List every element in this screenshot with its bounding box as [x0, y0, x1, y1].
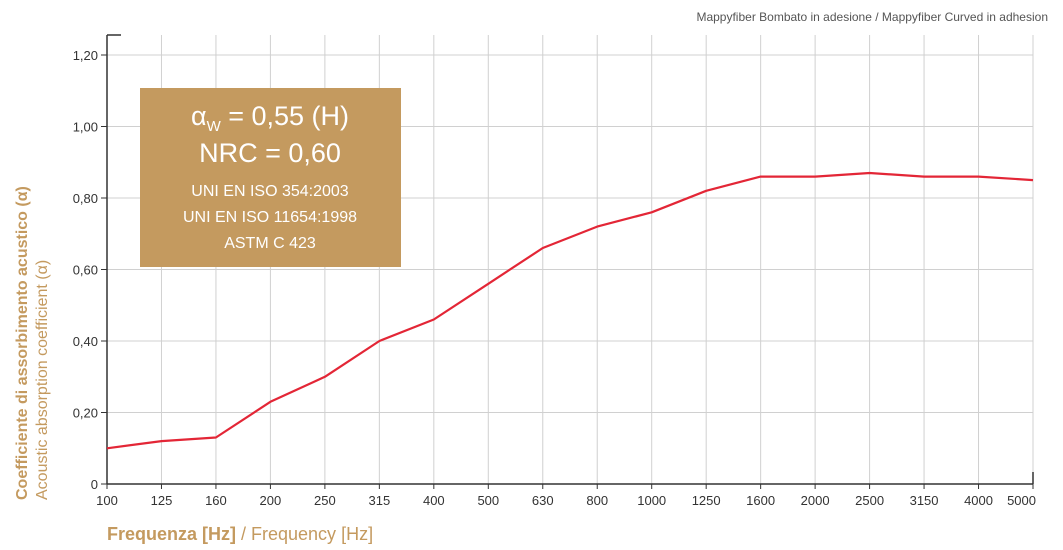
- x-tick-label: 500: [477, 493, 499, 508]
- annotation-box-background: [140, 88, 401, 267]
- x-tick-label: 1250: [692, 493, 721, 508]
- x-tick-label: 100: [96, 493, 118, 508]
- y-axis-label-primary: Coefficiente di assorbimento acustico (α…: [14, 186, 31, 500]
- x-tick-label: 5000: [1007, 493, 1036, 508]
- x-tick-label: 125: [151, 493, 173, 508]
- x-tick-label: 1000: [637, 493, 666, 508]
- x-tick-label: 200: [260, 493, 282, 508]
- standard-line-1: UNI EN ISO 354:2003: [191, 183, 349, 200]
- y-tick-label: 1,20: [73, 48, 98, 63]
- x-tick-label: 315: [369, 493, 391, 508]
- y-tick-label: 0,40: [73, 334, 98, 349]
- absorption-line: [106, 171, 1034, 450]
- x-tick-label: 160: [205, 493, 227, 508]
- alpha-value: = 0,55 (H): [221, 101, 349, 131]
- y-tick-label: 0,20: [73, 406, 98, 421]
- x-tick-label: 3150: [910, 493, 939, 508]
- standard-line-3: ASTM C 423: [224, 235, 316, 252]
- x-tick-label: 1600: [746, 493, 775, 508]
- x-axis-label: Frequenza [Hz] / Frequency [Hz]: [107, 524, 373, 544]
- y-tick-label: 0,60: [73, 263, 98, 278]
- x-tick-label: 2000: [801, 493, 830, 508]
- x-tick-label: 800: [586, 493, 608, 508]
- x-tick-label: 250: [314, 493, 336, 508]
- x-axis-label-secondary: / Frequency [Hz]: [236, 524, 373, 544]
- y-tick-labels: 0 0,20 0,40 0,60 0,80 1,00 1,20: [73, 48, 98, 492]
- alpha-symbol: α: [191, 101, 207, 131]
- x-tick-label: 630: [532, 493, 554, 508]
- annotation-box: αW = 0,55 (H) NRC = 0,60 UNI EN ISO 354:…: [140, 88, 401, 267]
- x-tick-label: 400: [423, 493, 445, 508]
- x-axis-label-primary: Frequenza [Hz]: [107, 524, 236, 544]
- y-tick-label: 1,00: [73, 120, 98, 135]
- y-tick-label: 0,80: [73, 191, 98, 206]
- x-tick-labels: 100 125 160 200 250 315 400 500 630 800 1000 1250 16…: [96, 493, 1036, 508]
- series-group: [106, 171, 1034, 450]
- y-axis-label-secondary: Acoustic absorption coefficient (α): [34, 260, 51, 500]
- x-tick-label: 4000: [964, 493, 993, 508]
- alpha-subscript: W: [207, 118, 222, 135]
- alpha-w-line: αW = 0,55 (H): [191, 101, 349, 135]
- standard-line-2: UNI EN ISO 11654:1998: [183, 209, 357, 226]
- nrc-line: NRC = 0,60: [199, 138, 341, 168]
- x-tick-label: 2500: [855, 493, 884, 508]
- chart-title: Mappyfiber Bombato in adesione / Mappyfi…: [696, 10, 1048, 24]
- grid: [107, 35, 1034, 484]
- y-tick-label: 0: [91, 477, 98, 492]
- axes: [101, 34, 1034, 489]
